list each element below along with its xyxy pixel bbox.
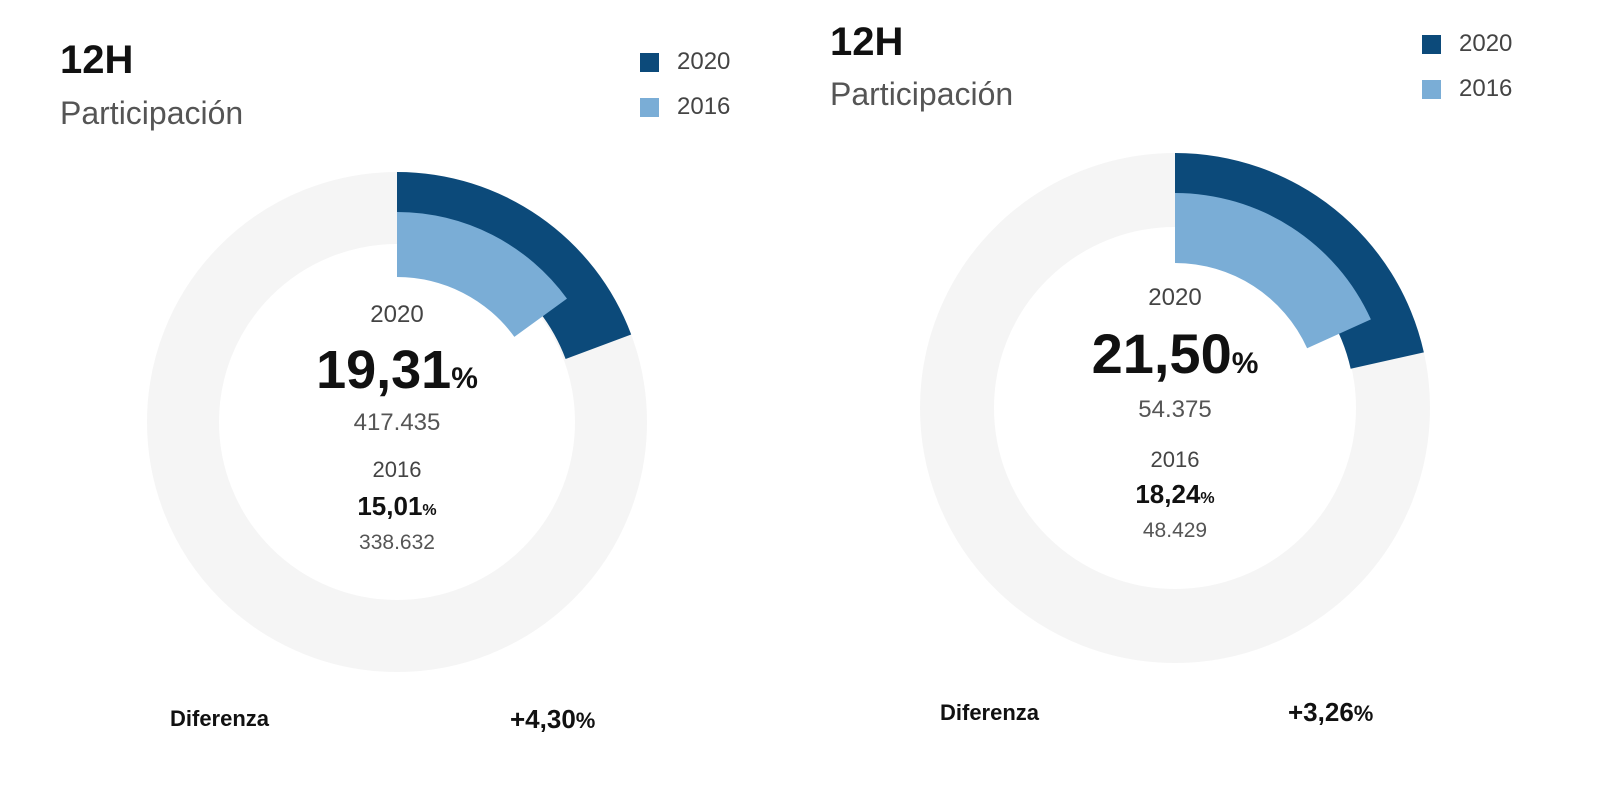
center-year-2020: 2020: [1148, 284, 1201, 311]
legend-item-2020: 2020: [640, 48, 730, 76]
center-percent-2016: 15,01%: [357, 491, 436, 521]
difference-number: +3,26: [1288, 697, 1354, 727]
percent-value-2020: 21,50: [1092, 322, 1232, 385]
participation-chart-right: 12H Participación 2020 2016 2020 21,50% …: [810, 0, 1590, 800]
legend-swatch-2016: [640, 97, 659, 117]
chart-subtitle: Participación: [830, 76, 1014, 112]
legend-label: 2020: [1459, 30, 1513, 57]
percent-value-2020: 19,31: [316, 340, 451, 400]
donut-chart: 2020 19,31% 417.435 2016 15,01% 338.632: [147, 172, 647, 672]
difference-number: +4,30: [510, 704, 576, 734]
difference-unit: %: [1353, 701, 1374, 726]
center-percent-2020: 21,50%: [1092, 322, 1259, 385]
difference-value: +3,26%: [1288, 697, 1373, 728]
percent-unit: %: [451, 362, 478, 395]
center-percent-2020: 19,31%: [316, 340, 478, 400]
chart-title: 12H: [830, 20, 904, 64]
legend-item-2016: 2016: [640, 93, 730, 121]
arc-2016: [397, 212, 567, 337]
legend-label: 2020: [677, 48, 731, 75]
participation-chart-left: 12H Participación 2020 2016 2020 19,31% …: [20, 0, 800, 800]
donut-chart: 2020 21,50% 54.375 2016 18,24% 48.429: [920, 153, 1430, 663]
arc-2016: [1175, 193, 1371, 349]
legend-swatch-2020: [640, 52, 659, 72]
center-percent-2016: 18,24%: [1135, 479, 1214, 509]
center-year-2016: 2016: [373, 457, 422, 482]
difference-value: +4,30%: [510, 704, 595, 735]
center-votes-2020: 54.375: [1138, 396, 1211, 423]
legend-label: 2016: [677, 93, 731, 120]
difference-unit: %: [575, 708, 596, 733]
center-year-2020: 2020: [370, 301, 423, 328]
legend-item-2020: 2020: [1422, 30, 1512, 58]
center-votes-2016: 338.632: [359, 531, 435, 554]
percent-unit: %: [1200, 490, 1214, 507]
center-votes-2020: 417.435: [354, 409, 441, 436]
percent-unit: %: [1232, 347, 1259, 380]
difference-label: Diferenza: [170, 706, 270, 731]
percent-value-2016: 15,01: [357, 491, 422, 521]
center-year-2016: 2016: [1151, 447, 1200, 472]
percent-value-2016: 18,24: [1135, 479, 1201, 509]
percent-unit: %: [422, 502, 436, 519]
center-votes-2016: 48.429: [1143, 519, 1207, 542]
difference-label: Diferenza: [940, 700, 1040, 725]
legend-swatch-2020: [1422, 34, 1441, 54]
chart-title: 12H: [60, 38, 134, 82]
legend-label: 2016: [1459, 75, 1513, 102]
chart-subtitle: Participación: [60, 95, 244, 131]
legend-item-2016: 2016: [1422, 75, 1512, 103]
legend-swatch-2016: [1422, 79, 1441, 99]
